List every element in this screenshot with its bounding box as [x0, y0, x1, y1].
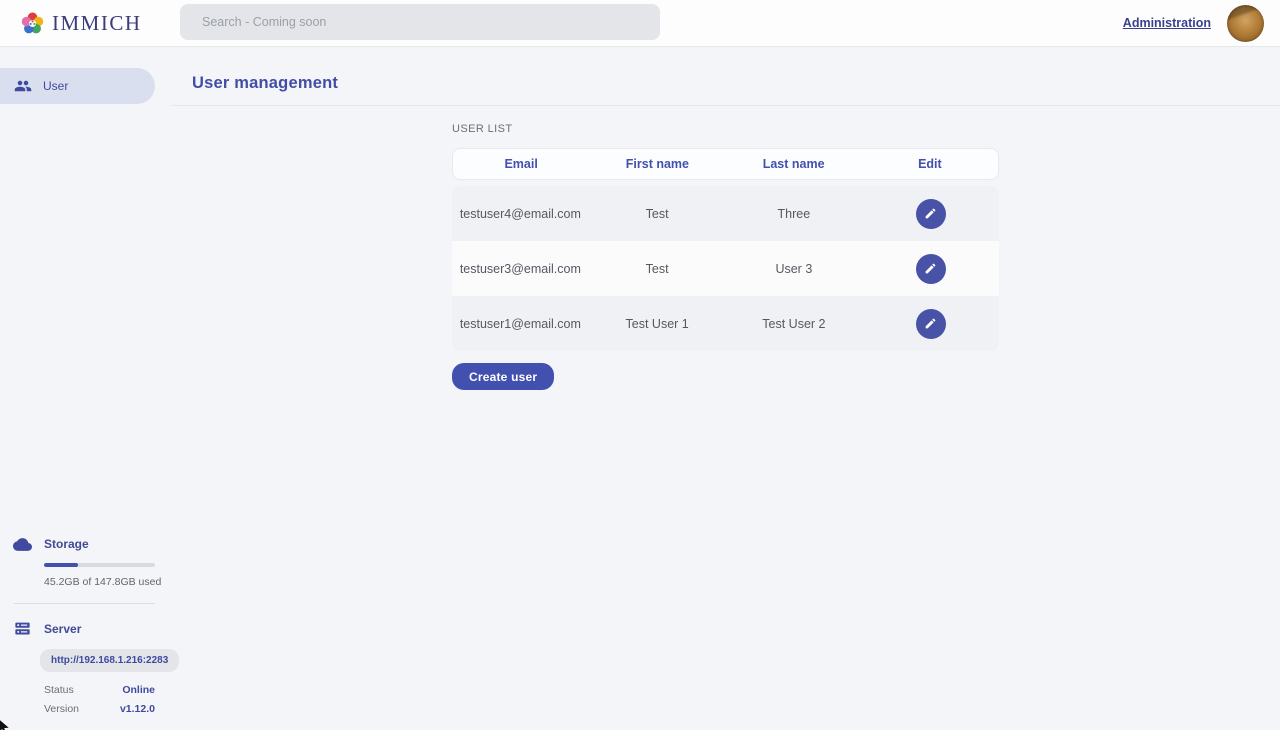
table-row: testuser4@email.com Test Three [452, 186, 999, 241]
main-content: User management USER LIST Email First na… [171, 47, 1280, 730]
create-user-button[interactable]: Create user [452, 363, 555, 390]
cloud-icon [13, 537, 32, 551]
table-header: Email First name Last name Edit [452, 148, 999, 180]
cell-first-name: Test User 1 [625, 316, 689, 331]
storage-usage-text: 45.2GB of 147.8GB used [44, 576, 162, 588]
sidebar: User Storage 45.2GB of 147.8GB used [0, 47, 180, 730]
storage-progress-fill [44, 562, 78, 567]
app-logo[interactable]: IMMICH [0, 11, 180, 36]
storage-panel: Storage 45.2GB of 147.8GB used [0, 535, 171, 588]
edit-user-button[interactable] [915, 308, 946, 339]
sidebar-bottom: Storage 45.2GB of 147.8GB used [0, 535, 180, 730]
administration-link[interactable]: Administration [1122, 16, 1211, 30]
cell-email: testuser1@email.com [459, 316, 581, 331]
edit-user-button[interactable] [915, 198, 946, 229]
column-header-email: Email [504, 157, 538, 171]
storage-title: Storage [44, 537, 89, 551]
pencil-icon [925, 208, 936, 219]
immich-flower-icon [21, 11, 44, 33]
sidebar-item-user[interactable]: User [0, 68, 155, 104]
version-label: Version [44, 703, 80, 715]
server-version-row: Version v1.12.0 [44, 703, 155, 715]
cell-email: testuser3@email.com [459, 261, 581, 276]
status-label: Status [44, 684, 74, 696]
version-value: v1.12.0 [119, 703, 155, 715]
server-status-row: Status Online [44, 684, 155, 696]
pencil-icon [925, 318, 936, 329]
pencil-icon [925, 263, 936, 274]
top-header: IMMICH Administration [0, 0, 1280, 47]
users-icon [14, 80, 32, 92]
table-row: testuser3@email.com Test User 3 [452, 241, 999, 296]
user-table: testuser4@email.com Test Three testuser3… [452, 186, 999, 351]
cell-email: testuser4@email.com [459, 206, 581, 221]
column-header-first-name: First name [625, 157, 689, 171]
column-header-last-name: Last name [762, 157, 825, 171]
sidebar-divider [14, 603, 155, 604]
cell-last-name: Three [777, 206, 811, 221]
page-title: User management [192, 74, 339, 92]
table-row: testuser1@email.com Test User 1 Test Use… [452, 296, 999, 351]
title-bar: User management [171, 47, 1280, 106]
cell-last-name: User 3 [775, 261, 813, 276]
server-icon [15, 622, 30, 635]
cell-last-name: Test User 2 [762, 316, 826, 331]
cell-first-name: Test [645, 261, 669, 276]
status-value: Online [122, 684, 155, 696]
cell-first-name: Test [645, 206, 669, 221]
server-title: Server [44, 621, 82, 636]
edit-user-button[interactable] [915, 253, 946, 284]
section-label: USER LIST [452, 123, 513, 135]
avatar[interactable] [1227, 4, 1264, 42]
server-url[interactable]: http://192.168.1.216:2283 [40, 649, 180, 672]
search-input[interactable] [180, 4, 660, 40]
app-name: IMMICH [52, 10, 142, 35]
column-header-edit: Edit [918, 157, 942, 171]
header-right: Administration [1122, 4, 1280, 42]
storage-progress-bar [44, 562, 155, 567]
server-panel: Server http://192.168.1.216:2283 Status … [0, 619, 180, 715]
sidebar-item-label: User [43, 79, 69, 93]
